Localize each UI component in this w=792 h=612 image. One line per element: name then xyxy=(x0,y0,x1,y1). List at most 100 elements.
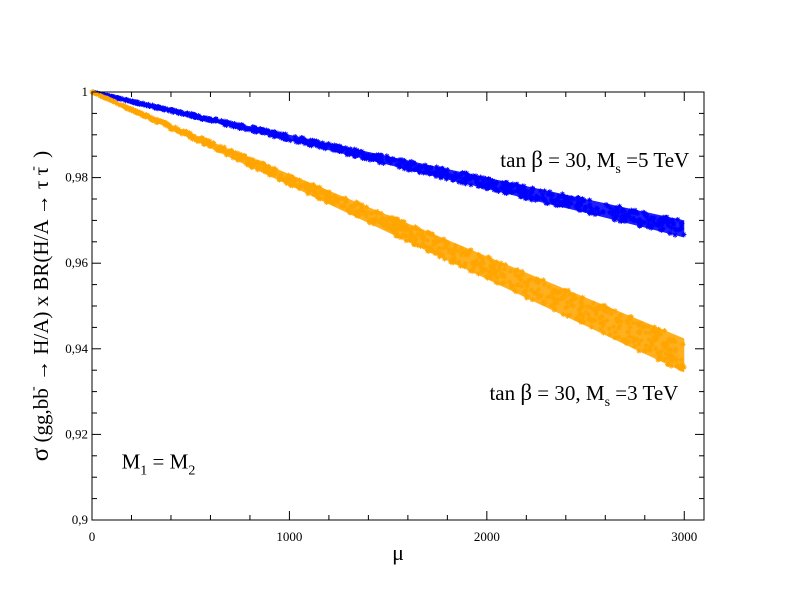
series-0-point xyxy=(354,147,360,153)
series-0-point xyxy=(668,225,674,231)
series-1-point xyxy=(677,365,683,372)
series-0-point xyxy=(351,153,357,159)
series-0-point xyxy=(179,111,185,117)
series-1-point xyxy=(261,161,267,168)
series-1-point xyxy=(120,103,127,109)
series-0-point xyxy=(490,180,496,186)
series-1-point xyxy=(576,312,583,318)
series-1-point xyxy=(628,314,634,320)
series-1-point xyxy=(197,137,203,143)
series-1-point xyxy=(679,356,685,363)
series-1-point xyxy=(616,334,622,340)
y-tick-label: 0,9 xyxy=(72,512,88,527)
series-1-point xyxy=(459,252,465,258)
series-1-point xyxy=(391,229,397,235)
series-1-point xyxy=(372,218,378,224)
series-1-point xyxy=(501,266,507,272)
series-1-point xyxy=(255,167,261,173)
series-1-point xyxy=(469,260,475,266)
series-1-point xyxy=(269,168,276,174)
series-1-point xyxy=(664,343,670,349)
plot-frame xyxy=(91,91,705,521)
series-0-point xyxy=(587,204,593,211)
series-1-point xyxy=(411,241,417,247)
series-1-point xyxy=(668,338,675,345)
series-1-point xyxy=(264,169,271,175)
annotation-3tev: tan β = 30, Ms =3 TeV xyxy=(489,380,678,410)
series-0-point xyxy=(573,203,579,209)
series-0-point xyxy=(568,195,574,201)
series-1-point xyxy=(651,337,658,344)
series-0-point xyxy=(456,179,462,185)
series-1-point xyxy=(567,298,574,304)
series-1-point xyxy=(524,295,530,301)
series-1-point xyxy=(404,225,411,232)
series-0-point xyxy=(548,192,554,199)
series-0-point xyxy=(656,218,662,224)
series-1-point xyxy=(673,346,679,352)
series-0-point xyxy=(392,157,398,163)
series-1-point xyxy=(191,133,197,139)
series-1-point xyxy=(647,344,653,350)
series-1-point xyxy=(680,341,686,347)
series-0-point xyxy=(287,137,293,144)
series-1-point xyxy=(514,282,521,288)
series-0-point xyxy=(608,205,614,212)
series-1-point xyxy=(449,251,456,257)
series-0-point xyxy=(609,212,615,218)
series-0-point xyxy=(402,163,409,169)
series-0-point xyxy=(345,149,351,155)
series-0-point xyxy=(390,155,396,162)
series-0-point xyxy=(540,192,546,198)
series-1-point xyxy=(393,233,399,239)
series-1-point xyxy=(658,348,664,355)
series-1-point xyxy=(570,303,576,309)
y-tick-label: 0,94 xyxy=(65,341,88,356)
series-0-point xyxy=(558,200,564,206)
series-1-point xyxy=(414,242,420,248)
series-1-point xyxy=(482,266,488,272)
series-0-point xyxy=(230,121,236,127)
series-1-point xyxy=(478,254,484,260)
series-1-point xyxy=(552,305,558,311)
series-0-point xyxy=(427,170,433,176)
series-0-point xyxy=(366,152,372,158)
series-1-point xyxy=(600,307,606,313)
series-0-point xyxy=(553,202,559,208)
series-1-point xyxy=(432,240,438,246)
series-1-point xyxy=(654,336,660,342)
series-0-point xyxy=(588,208,594,215)
y-tick-label: 0,92 xyxy=(65,426,88,441)
series-1-point xyxy=(587,315,593,322)
series-0-point xyxy=(151,105,158,111)
series-1-point xyxy=(393,220,399,226)
series-1-point xyxy=(443,244,449,250)
series-0-point xyxy=(651,215,658,221)
series-1-point xyxy=(641,348,647,354)
series-1-point xyxy=(268,172,274,178)
series-1-point xyxy=(612,329,618,335)
series-1-point xyxy=(655,357,661,363)
series-1-point xyxy=(322,192,328,198)
x-tick-label: 1000 xyxy=(276,529,302,544)
series-0-point xyxy=(439,165,445,171)
series-1-point xyxy=(398,218,405,225)
series-1-point xyxy=(647,347,653,353)
series-1-point xyxy=(492,271,498,277)
series-0-point xyxy=(614,207,620,213)
series-0-point xyxy=(562,200,569,206)
series-1-point xyxy=(305,191,311,197)
series-0-point xyxy=(627,209,633,215)
series-0-point xyxy=(235,121,241,128)
series-1-point xyxy=(630,338,637,345)
series-1-point xyxy=(554,290,560,297)
series-0-point xyxy=(293,139,299,145)
series-1-point xyxy=(657,353,664,359)
series-1-point xyxy=(236,154,243,160)
series-1-point xyxy=(637,328,643,334)
series-1-point xyxy=(493,279,499,285)
series-0-point xyxy=(420,170,427,176)
y-axis-label-main: (gg,bb xyxy=(29,388,53,442)
series-1-point xyxy=(210,141,216,147)
series-0-point xyxy=(251,127,258,133)
